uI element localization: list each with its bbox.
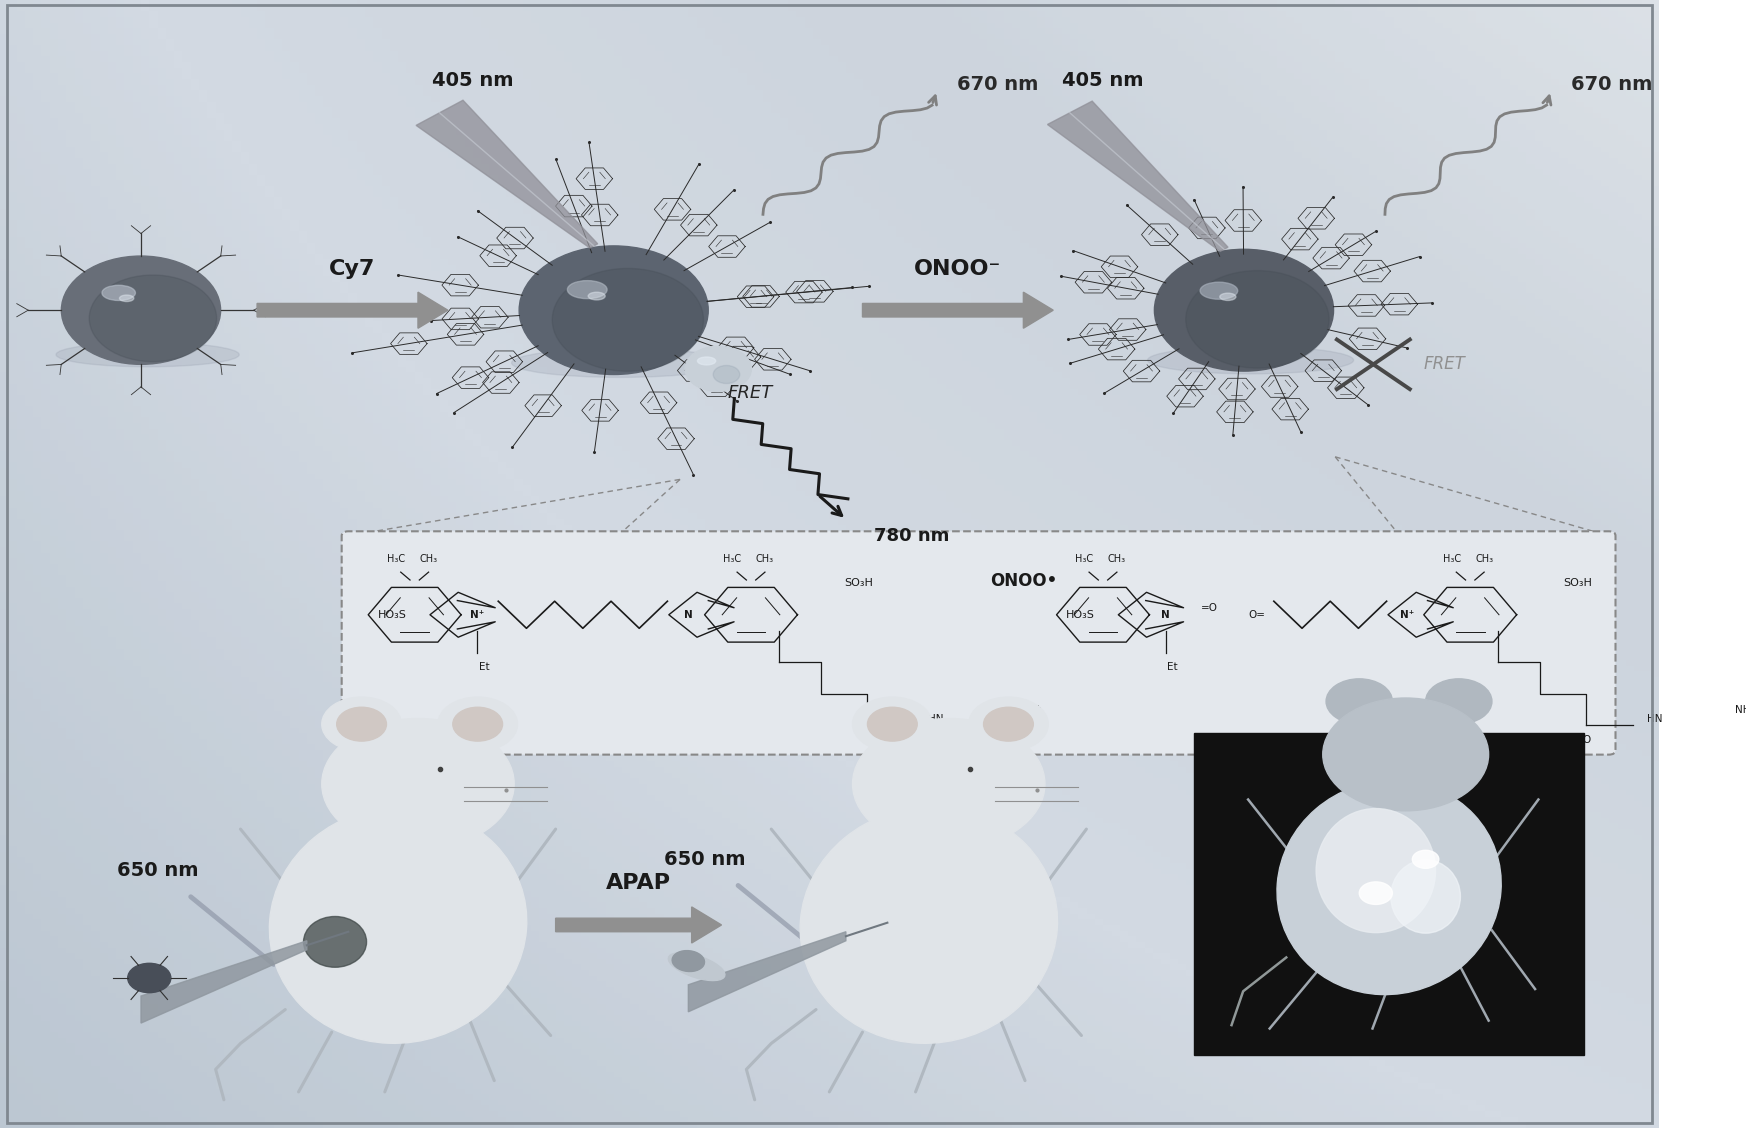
Circle shape: [1323, 698, 1489, 811]
Circle shape: [983, 707, 1034, 741]
FancyArrow shape: [863, 292, 1053, 328]
Text: H₃C: H₃C: [388, 554, 405, 564]
Circle shape: [1325, 679, 1392, 724]
Ellipse shape: [588, 292, 606, 300]
Text: O: O: [1582, 734, 1591, 744]
Ellipse shape: [512, 349, 730, 378]
Text: FRET: FRET: [726, 384, 772, 402]
Text: HO₃S: HO₃S: [1065, 610, 1095, 619]
Text: SO₃H: SO₃H: [1563, 579, 1592, 588]
Text: O: O: [863, 734, 871, 744]
Ellipse shape: [119, 296, 134, 301]
Text: HO₃S: HO₃S: [377, 610, 407, 619]
Circle shape: [519, 246, 709, 374]
Text: CH₃: CH₃: [419, 554, 438, 564]
Text: 780 nm: 780 nm: [875, 527, 950, 545]
Ellipse shape: [712, 365, 740, 384]
Ellipse shape: [1220, 293, 1236, 300]
Ellipse shape: [1147, 346, 1353, 373]
Circle shape: [321, 719, 513, 849]
Text: SO₃H: SO₃H: [843, 579, 873, 588]
Circle shape: [127, 963, 171, 993]
Text: APAP: APAP: [606, 873, 670, 893]
Circle shape: [868, 707, 917, 741]
Text: 670 nm: 670 nm: [957, 76, 1039, 94]
Text: H₃C: H₃C: [723, 554, 742, 564]
FancyBboxPatch shape: [342, 531, 1615, 755]
Circle shape: [1425, 679, 1491, 724]
Circle shape: [61, 256, 220, 364]
Text: N⁺: N⁺: [470, 610, 484, 619]
Text: 670 nm: 670 nm: [1571, 76, 1652, 94]
FancyArrow shape: [257, 292, 447, 328]
Text: H₃C: H₃C: [1442, 554, 1461, 564]
Text: CH₃: CH₃: [756, 554, 773, 564]
Ellipse shape: [56, 343, 239, 367]
Text: O=: O=: [1248, 610, 1266, 619]
Ellipse shape: [304, 916, 367, 968]
Text: N⁺: N⁺: [1400, 610, 1414, 619]
Circle shape: [438, 697, 517, 751]
Text: FRET: FRET: [1423, 355, 1465, 373]
Ellipse shape: [1392, 860, 1460, 933]
Text: HN: HN: [1646, 714, 1662, 724]
Circle shape: [1358, 882, 1392, 905]
Circle shape: [852, 697, 932, 751]
Text: HN: HN: [927, 714, 943, 724]
Text: 650 nm: 650 nm: [663, 849, 746, 869]
Circle shape: [684, 346, 751, 391]
Text: H₃C: H₃C: [1076, 554, 1093, 564]
Ellipse shape: [101, 285, 136, 300]
Circle shape: [452, 707, 503, 741]
Text: Et: Et: [1168, 662, 1179, 672]
Ellipse shape: [669, 953, 725, 980]
Text: NH₃⁺: NH₃⁺: [1016, 705, 1041, 714]
Ellipse shape: [89, 275, 217, 362]
Text: 650 nm: 650 nm: [117, 861, 199, 880]
Polygon shape: [1048, 102, 1227, 252]
Polygon shape: [416, 100, 597, 248]
Text: =O: =O: [1201, 603, 1217, 614]
Circle shape: [852, 719, 1044, 849]
Ellipse shape: [672, 951, 705, 971]
FancyArrow shape: [555, 907, 721, 943]
Text: N: N: [684, 610, 693, 619]
Ellipse shape: [552, 268, 704, 371]
Ellipse shape: [269, 807, 527, 1043]
Ellipse shape: [1186, 271, 1329, 368]
Text: CH₃: CH₃: [1475, 554, 1493, 564]
Circle shape: [1413, 851, 1439, 869]
Text: ONOO•: ONOO•: [990, 572, 1058, 590]
Polygon shape: [141, 941, 307, 1023]
Text: CH₃: CH₃: [1109, 554, 1126, 564]
Text: N: N: [1161, 610, 1170, 619]
Text: Et: Et: [478, 662, 489, 672]
Ellipse shape: [800, 807, 1058, 1043]
Ellipse shape: [697, 358, 716, 365]
Ellipse shape: [1276, 781, 1502, 995]
Ellipse shape: [1200, 282, 1238, 299]
Text: Cy7: Cy7: [330, 258, 375, 279]
Text: 405 nm: 405 nm: [431, 71, 513, 90]
Ellipse shape: [567, 281, 608, 299]
Text: ONOO⁻: ONOO⁻: [915, 258, 1002, 279]
Circle shape: [321, 697, 402, 751]
Circle shape: [337, 707, 386, 741]
Circle shape: [1154, 249, 1334, 371]
Text: 405 nm: 405 nm: [1062, 71, 1144, 90]
Bar: [1194, 733, 1584, 1055]
Ellipse shape: [1316, 809, 1435, 933]
Circle shape: [969, 697, 1048, 751]
Polygon shape: [688, 932, 845, 1012]
Text: NH₃⁺: NH₃⁺: [1736, 705, 1746, 714]
